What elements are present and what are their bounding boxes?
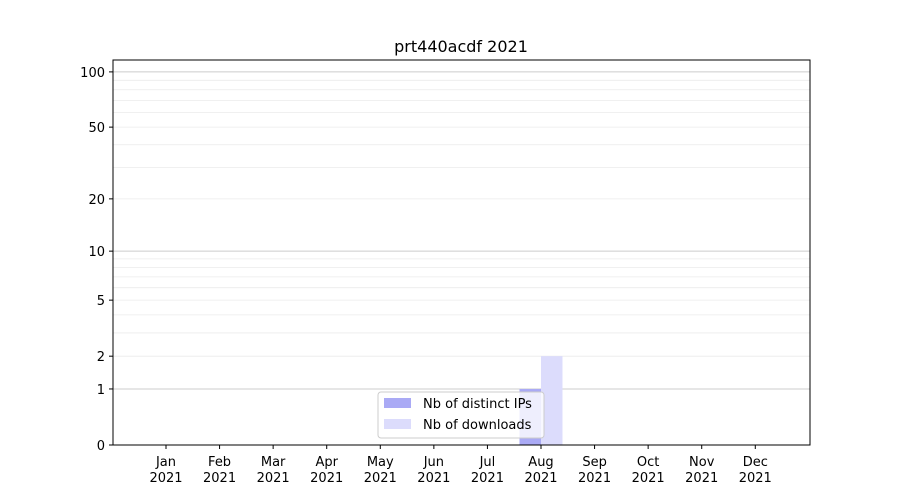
- x-tick-label: Jun: [423, 455, 444, 470]
- x-tick-label: 2021: [257, 471, 290, 486]
- legend-label: Nb of distinct IPs: [423, 397, 532, 412]
- plot-frame: [112, 59, 811, 446]
- legend-swatch: [384, 398, 411, 408]
- x-tick-label: 2021: [739, 471, 772, 486]
- bar-downloads: [541, 356, 563, 445]
- x-tick-label: Apr: [315, 455, 338, 470]
- legend-swatch: [384, 419, 411, 429]
- x-tick-label: Sep: [582, 455, 607, 470]
- x-tick-label: 2021: [471, 471, 504, 486]
- x-tick-label: 2021: [685, 471, 718, 486]
- x-tick-label: Aug: [528, 455, 553, 470]
- chart-title: prt440acdf 2021: [394, 37, 528, 56]
- y-tick-label: 1: [97, 383, 105, 398]
- x-tick-label: 2021: [524, 471, 557, 486]
- x-tick-label: Jul: [479, 455, 496, 470]
- x-tick-label: 2021: [203, 471, 236, 486]
- x-tick-label: 2021: [632, 471, 665, 486]
- y-tick-label: 10: [88, 245, 105, 260]
- x-tick-label: Dec: [743, 455, 768, 470]
- x-axis: Jan2021Feb2021Mar2021Apr2021May2021Jun20…: [149, 445, 772, 486]
- x-tick-label: 2021: [364, 471, 397, 486]
- x-tick-label: Mar: [261, 455, 286, 470]
- x-tick-label: 2021: [310, 471, 343, 486]
- x-tick-label: May: [367, 455, 394, 470]
- legend-label: Nb of downloads: [423, 418, 532, 433]
- grid: [113, 71, 810, 390]
- y-tick-label: 100: [80, 66, 105, 81]
- x-tick-label: 2021: [149, 471, 182, 486]
- y-tick-label: 50: [88, 121, 105, 136]
- x-tick-label: Jan: [155, 455, 176, 470]
- legend: Nb of distinct IPs Nb of downloads: [377, 391, 545, 439]
- y-tick-label: 20: [88, 193, 105, 208]
- y-tick-label: 0: [97, 439, 105, 454]
- y-tick-label: 5: [97, 294, 105, 309]
- x-tick-label: Oct: [637, 455, 659, 470]
- x-tick-label: 2021: [578, 471, 611, 486]
- x-tick-label: Nov: [689, 455, 715, 470]
- y-axis: 0 1 2 5 10 20 50 100: [80, 66, 113, 454]
- x-tick-label: 2021: [417, 471, 450, 486]
- legend-box: [377, 391, 545, 439]
- x-tick-label: Feb: [208, 455, 231, 470]
- y-tick-label: 2: [97, 350, 105, 365]
